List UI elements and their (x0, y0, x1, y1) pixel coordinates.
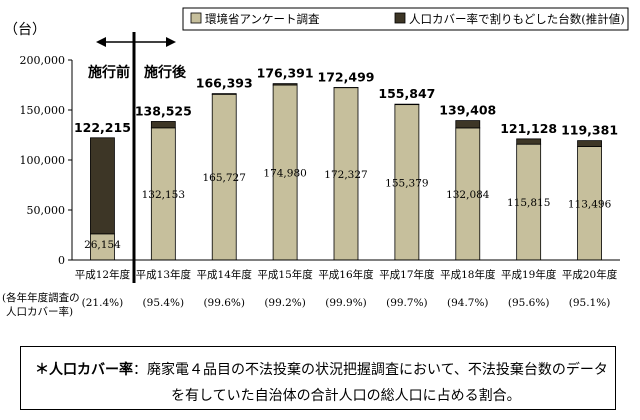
legend-swatch-survey (190, 12, 202, 24)
total-value-label: 119,381 (561, 123, 618, 138)
footnote-line-1: ＊人口カバー率：廃家電４品目の不法投棄の状況把握調査において、不法投棄台数のデー… (35, 359, 608, 379)
total-value-label: 155,847 (378, 86, 435, 101)
coverage-rate-label: (21.4%) (82, 297, 124, 309)
coverage-rate-label: (95.4%) (143, 297, 185, 309)
legend-frame (182, 7, 629, 31)
bar-estimate (272, 83, 298, 86)
enforcement-marker: 施行前 施行後 (88, 32, 187, 283)
total-value-label: 166,393 (196, 76, 253, 91)
x-category-label: 平成16年度 (318, 268, 374, 281)
survey-value-label: 26,154 (84, 239, 121, 251)
y-axis: 0 50,000 100,000 150,000 200,000 (20, 54, 73, 267)
survey-value-label: 132,153 (142, 189, 185, 201)
coverage-rate-label: (94.7%) (447, 297, 489, 309)
legend-label-survey: 環境省アンケート調査 (205, 12, 320, 26)
y-tick-label: 100,000 (20, 154, 66, 167)
x-category-label: 平成15年度 (257, 268, 313, 281)
footnote-heading: ＊人口カバー率 (35, 362, 133, 378)
total-value-label: 138,525 (135, 103, 192, 118)
x-category-label: 平成18年度 (440, 268, 496, 281)
coverage-rate-label: (95.6%) (508, 297, 550, 309)
survey-value-label: 174,980 (263, 168, 306, 180)
x-category-label: 平成14年度 (197, 268, 253, 281)
label-after-enforcement: 施行後 (144, 64, 187, 81)
total-value-label: 139,408 (439, 103, 496, 118)
bar-survey (577, 146, 602, 261)
x-axis: 平成12年度 (21.4%) 平成13年度 (95.4%) 平成14年度 (99.6%) 平… (72, 259, 620, 309)
y-tick-label: 200,000 (20, 54, 66, 67)
footnote-text-2: を有していた自治体の合計人口の総人口に占める割合。 (171, 388, 521, 404)
bar-estimate (150, 121, 176, 129)
x-category-label: 平成17年度 (379, 268, 435, 281)
arrow-right-head (166, 37, 176, 47)
y-tick-label: 150,000 (20, 104, 66, 117)
footnote-line-2: を有していた自治体の合計人口の総人口に占める割合。 (171, 385, 521, 405)
bar-survey (516, 143, 542, 261)
y-axis-unit-label: （台） (4, 22, 46, 38)
bars: 122,215 26,154 138,525 132,153 166,393 165,72… (74, 66, 618, 261)
legend-swatch-estimate (394, 12, 406, 24)
survey-value-label: 115,815 (507, 197, 550, 209)
survey-value-label: 132,084 (446, 189, 490, 201)
x-category-label: 平成19年度 (501, 268, 557, 281)
coverage-rate-label: (99.7%) (386, 297, 428, 309)
total-value-label: 121,128 (500, 121, 557, 136)
bar-estimate (90, 137, 115, 235)
survey-value-label: 155,379 (385, 177, 428, 189)
x-category-label: 平成20年度 (562, 268, 618, 281)
stacked-bar-chart: （台） 環境省アンケート調査 人口カバー率で割りもどした台数(推計値) 0 50,… (2, 7, 629, 318)
coverage-row-label-line2: 人口カバー率) (6, 305, 73, 318)
footnote-text-1: ：廃家電４品目の不法投棄の状況把握調査において、不法投棄台数のデータ (133, 362, 608, 378)
y-tick-label: 50,000 (27, 204, 66, 217)
coverage-rate-label: (95.1%) (569, 297, 611, 309)
total-value-label: 176,391 (257, 66, 314, 81)
survey-value-label: 165,727 (203, 172, 246, 184)
y-tick-label: 0 (58, 254, 65, 267)
coverage-rate-label: (99.9%) (325, 297, 367, 309)
bar-estimate (455, 120, 481, 129)
arrow-left-head (96, 37, 106, 47)
x-category-label: 平成13年度 (136, 268, 192, 281)
legend: 環境省アンケート調査 人口カバー率で割りもどした台数(推計値) (182, 7, 629, 31)
footnote-box: ＊人口カバー率：廃家電４品目の不法投棄の状況把握調査において、不法投棄台数のデー… (20, 346, 616, 410)
label-before-enforcement: 施行前 (88, 64, 130, 81)
x-category-label: 平成12年度 (75, 268, 131, 281)
coverage-rate-label: (99.6%) (203, 297, 245, 309)
total-value-label: 172,499 (318, 70, 375, 85)
bar-estimate (516, 138, 542, 145)
survey-value-label: 172,327 (324, 169, 367, 181)
bar-estimate (577, 140, 602, 147)
survey-value-label: 113,496 (568, 198, 612, 210)
bar-estimate (211, 93, 237, 95)
coverage-row-label: (各年年度調査の (2, 291, 80, 304)
coverage-rate-label: (99.2%) (264, 297, 306, 309)
bar-survey (394, 104, 420, 261)
total-value-label: 122,215 (74, 120, 131, 135)
legend-label-estimate: 人口カバー率で割りもどした台数(推計値) (409, 12, 625, 26)
